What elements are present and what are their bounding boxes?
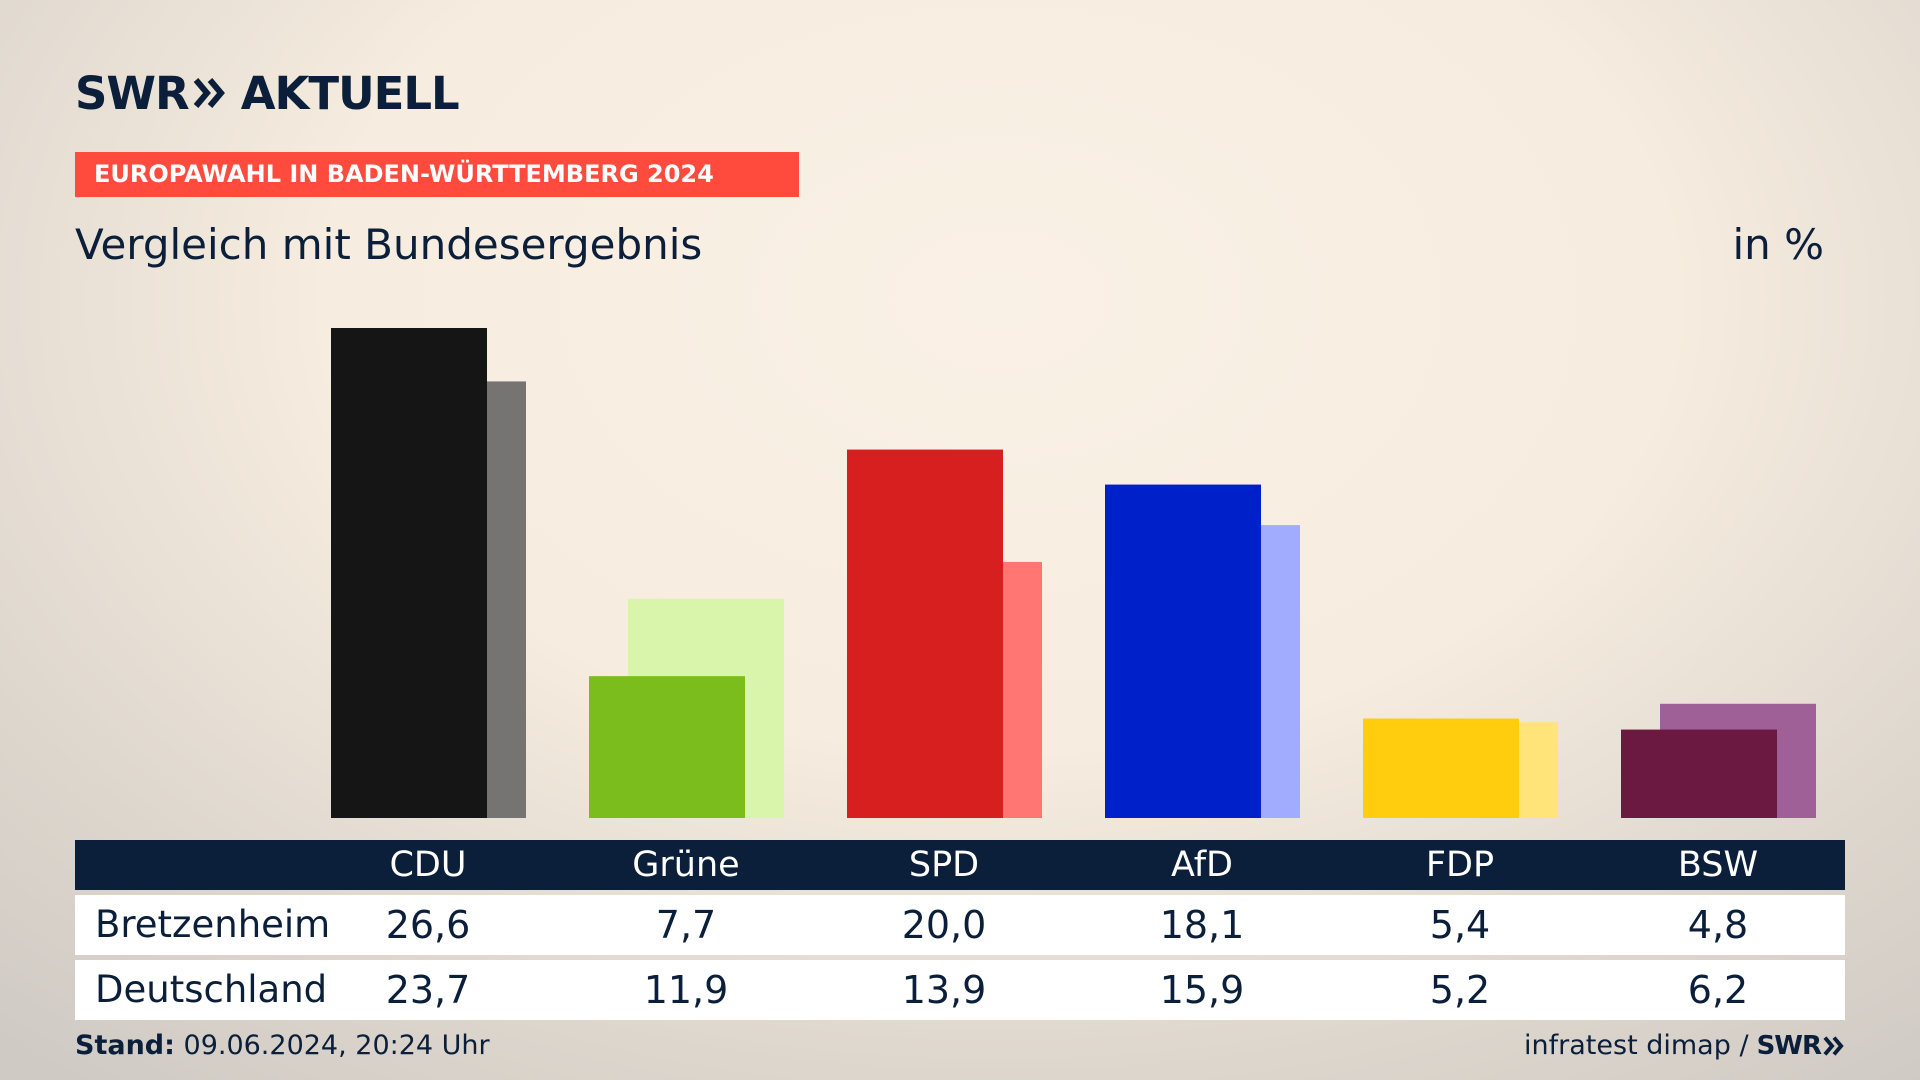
bar-bretzenheim-spd [847,449,1003,818]
value-deutschland-cdu: 23,7 [385,968,471,1012]
double-chevron-icon [193,78,225,108]
value-bretzenheim-afd: 18,1 [1159,903,1245,947]
stand-value: 09.06.2024, 20:24 Uhr [183,1030,490,1061]
value-deutschland-grne: 11,9 [643,968,729,1012]
bar-chart [331,328,1816,818]
value-bretzenheim-grne: 7,7 [655,903,717,947]
column-header-cdu: CDU [389,845,467,885]
logo-word-aktuell: AKTUELL [240,66,460,120]
value-deutschland-spd: 13,9 [901,968,987,1012]
table-row-deutschland: Deutschland 23,7 11,9 13,9 15,9 5,2 6,2 [75,960,1845,1020]
value-bretzenheim-fdp: 5,4 [1429,903,1491,947]
bar-bretzenheim-fdp [1363,718,1519,818]
column-header-grne: Grüne [632,845,740,885]
row-label-bretzenheim: Bretzenheim [95,903,331,946]
bar-bretzenheim-cdu [331,328,487,818]
value-deutschland-bsw: 6,2 [1687,968,1749,1012]
mini-double-chevron-icon [1823,1035,1844,1056]
election-badge: EUROPAWAHL IN BADEN-WÜRTTEMBERG 2024 [75,152,799,197]
bar-bretzenheim-bsw [1621,729,1777,818]
source-text: infratest dimap / [1524,1030,1749,1061]
stand-label: Stand: [75,1030,175,1061]
bar-bretzenheim-afd [1105,484,1261,818]
column-header-spd: SPD [908,845,980,885]
value-bretzenheim-bsw: 4,8 [1687,903,1749,947]
value-bretzenheim-spd: 20,0 [901,903,987,947]
results-table: CDU Grüne SPD AfD FDP BSW Bretzenheim 26,6 7,7… [75,840,1845,1020]
footer-timestamp: Stand: 09.06.2024, 20:24 Uhr [75,1030,490,1061]
logo-word-swr: SWR [75,66,190,120]
chart-subtitle: Vergleich mit Bundesergebnis [75,220,703,269]
column-header-afd: AfD [1171,845,1233,885]
table-row-bretzenheim: Bretzenheim 26,6 7,7 20,0 18,1 5,4 4,8 [75,895,1845,955]
footer-source: infratest dimap / SWR [1524,1030,1845,1061]
table-header: CDU Grüne SPD AfD FDP BSW [75,840,1845,890]
value-deutschland-afd: 15,9 [1159,968,1245,1012]
row-label-deutschland: Deutschland [95,968,328,1011]
swr-mini-logo-word: SWR [1756,1030,1822,1061]
bar-bretzenheim-grne [589,676,745,818]
value-bretzenheim-cdu: 26,6 [385,903,471,947]
column-header-fdp: FDP [1425,845,1495,885]
column-header-bsw: BSW [1677,845,1759,885]
unit-label: in % [1732,220,1824,269]
value-deutschland-fdp: 5,2 [1429,968,1491,1012]
swr-aktuell-logo: SWR AKTUELL [75,66,460,120]
